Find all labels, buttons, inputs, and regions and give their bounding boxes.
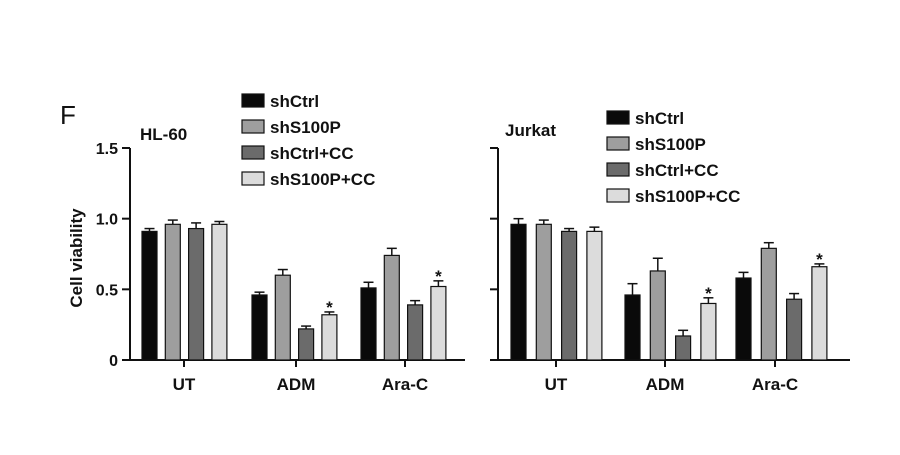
legend-swatch-shctrl-cc: [241, 145, 265, 160]
significance-star: *: [816, 250, 823, 269]
bar-shctrl-cc-ara-c: [785, 298, 803, 361]
legend-swatch-shs100p-cc: [241, 171, 265, 186]
significance-star: *: [326, 298, 333, 317]
x-tick-label-ara-c: Ara-C: [382, 375, 428, 394]
legend-swatch-shs100p: [241, 119, 265, 134]
legend-swatch-shctrl-cc: [606, 162, 630, 177]
x-tick-label-adm: ADM: [646, 375, 685, 394]
legend-swatch-shctrl: [241, 93, 265, 108]
bar-shs100p-ut: [164, 223, 181, 361]
x-tick-label-ut: UT: [173, 375, 196, 394]
y-tick-label: 1.5: [96, 141, 118, 158]
x-tick-label-ara-c: Ara-C: [752, 375, 798, 394]
legend-label-shs100p: shS100P: [270, 118, 341, 137]
bar-shs100p-cc-adm: [700, 302, 717, 361]
y-axis-label: Cell viability: [67, 208, 86, 308]
bar-shctrl-ut: [141, 230, 158, 361]
bar-shs100p-ut: [535, 223, 552, 361]
bar-shctrl-adm: [251, 294, 268, 361]
bar-shctrl-ut: [510, 223, 527, 361]
legend-label-shctrl: shCtrl: [270, 92, 319, 111]
y-tick-label: 0: [109, 353, 118, 370]
legend-label-shs100p-cc: shS100P+CC: [270, 170, 375, 189]
panel-letter: F: [60, 100, 76, 130]
legend-label-shs100p-cc: shS100P+CC: [635, 187, 740, 206]
y-tick-label: 1.0: [96, 212, 118, 229]
bar-shctrl-cc-adm: [298, 328, 315, 361]
bar-shs100p-cc-ut: [586, 230, 603, 361]
bar-shs100p-cc-adm: [321, 314, 338, 361]
legend-label-shctrl-cc: shCtrl+CC: [270, 144, 354, 163]
x-tick-label-ut: UT: [545, 375, 568, 394]
bar-shctrl-cc-adm: [674, 335, 692, 361]
legend-label-shctrl: shCtrl: [635, 109, 684, 128]
chart-panel-jurkat: Jurkat UT ADM Ara-C * * shCtrl shS100P shCtrl+CC…: [490, 109, 850, 394]
y-tick-label: 0.5: [96, 282, 118, 299]
legend-swatch-shctrl: [606, 110, 630, 125]
bar-shctrl-ara-c: [735, 277, 752, 361]
bar-shctrl-ara-c: [360, 287, 377, 361]
bar-shctrl-cc-ara-c: [407, 304, 424, 361]
legend-swatch-shs100p: [606, 136, 630, 151]
chart-title: HL-60: [140, 125, 187, 144]
significance-star: *: [435, 267, 442, 286]
bar-shs100p-cc-ara-c: [430, 285, 447, 361]
chart-title: Jurkat: [505, 121, 556, 140]
chart-panel-hl60: HL-60 0 0.5 1.0 1.5 UT ADM Ara-C * * shCtrl shS100P…: [96, 92, 465, 394]
bar-shs100p-adm: [274, 274, 291, 361]
legend-label-shctrl-cc: shCtrl+CC: [635, 161, 719, 180]
bar-shctrl-cc-ut: [560, 230, 578, 361]
bar-shs100p-ara-c: [760, 247, 777, 361]
bar-shctrl-cc-ut: [188, 227, 205, 361]
bar-shs100p-adm: [649, 270, 666, 361]
legend-swatch-shs100p-cc: [606, 188, 630, 203]
significance-star: *: [705, 284, 712, 303]
bar-shs100p-cc-ut: [211, 223, 228, 361]
bar-shctrl-adm: [624, 294, 641, 361]
x-tick-label-adm: ADM: [277, 375, 316, 394]
bar-shs100p-cc-ara-c: [811, 266, 828, 361]
bar-shs100p-ara-c: [383, 254, 400, 361]
legend-label-shs100p: shS100P: [635, 135, 706, 154]
